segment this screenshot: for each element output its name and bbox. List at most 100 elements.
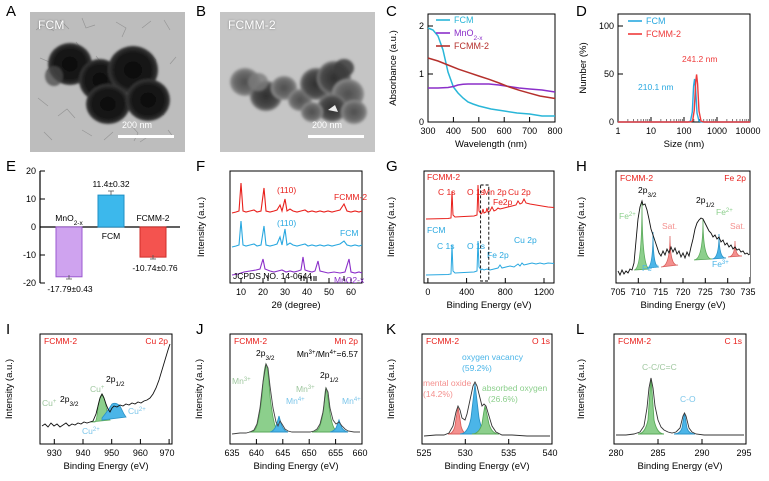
panel-e-ytick-0: 0	[31, 222, 36, 232]
panel-h-xtick-715: 715	[653, 287, 668, 297]
panel-a-sample-label: FCM	[38, 18, 65, 32]
panel-c-series-fcm	[427, 27, 555, 117]
panel-f-label-fcmm2: FCMM-2	[334, 192, 367, 202]
panel-j-component-label-mn3plus-a: Mn3+	[232, 376, 251, 386]
panel-g-ylabel: Intensity (a.u.)	[386, 197, 397, 257]
panel-k-xtick-540: 540	[542, 448, 557, 458]
panel-g-label-fcm: FCM	[427, 225, 445, 235]
panel-g-series-fcmm2	[425, 184, 555, 220]
panel-f-xtick-20: 20	[258, 287, 268, 297]
panel-i-component-label-cu2plus-b: Cu2+	[128, 406, 146, 416]
panel-l-envelope	[616, 377, 744, 436]
panel-j-component-label-mn3plus-b: Mn3+	[296, 384, 315, 394]
panel-j-orbital-2p12: 2p1/2	[320, 370, 339, 384]
panel-f-xtick-40: 40	[302, 287, 312, 297]
panel-h: H 705 710 715 720 725 730 735 Binding En…	[570, 155, 769, 318]
panel-f-chart: 10 20 30 40 50 60 2θ (degree) Intensity …	[196, 170, 367, 311]
panel-j-ratio-label: Mn3+/Mn4+=6.57	[297, 349, 358, 359]
panel-b-tem-image: FCMM-2 200 nm	[220, 12, 375, 152]
panel-h-component-label-sat-b: Sat.	[730, 221, 745, 231]
panel-g-peak-fe2p-red: Fe2p	[493, 197, 513, 207]
panel-i-raw-spectrum	[41, 343, 171, 428]
panel-d-xlabel: Size (nm)	[664, 139, 705, 150]
panel-l-element-label: C 1s	[725, 336, 742, 346]
panel-l-xlabel: Binding Energy (eV)	[637, 461, 722, 472]
panel-b: B	[190, 0, 380, 155]
panel-g-dashed-box	[480, 184, 490, 282]
panel-a-letter: A	[6, 3, 17, 20]
panel-g-peak-c1s-blue: C 1s	[437, 241, 454, 251]
panel-k-percent-absorbed-oxygen: (26.6%)	[488, 394, 518, 404]
panel-f-label-mno2x: MnO2-x	[334, 275, 365, 285]
panel-j: J 635 640 645 650 655 660 Binding Energy…	[190, 318, 380, 481]
panel-i: I 930 940 950 960 970 Binding Energy (eV…	[0, 318, 190, 481]
panel-i-component-label-cu2plus-a: Cu2+	[82, 426, 100, 436]
panel-j-orbital-2p32: 2p3/2	[256, 348, 275, 362]
panel-i-chart: 930 940 950 960 970 Binding Energy (eV) …	[4, 333, 175, 472]
panel-d-ytick-50: 50	[604, 69, 614, 79]
panel-c-legend-fcm: FCM	[454, 15, 474, 25]
panel-g-peak-cu2p-red: Cu 2p	[508, 187, 531, 197]
panel-i-orbital-2p12: 2p1/2	[106, 374, 125, 388]
panel-c-ytick-2: 2	[419, 21, 424, 31]
panel-c-series-fcmm2	[427, 57, 556, 100]
panel-h-component-label-fe3plus-a: Fe3+	[642, 263, 659, 273]
panel-f-series-mno2x	[231, 256, 363, 276]
panel-j-envelope	[231, 362, 360, 435]
panel-l-chart: 280 285 290 295 Binding Energy (eV) Inte…	[576, 333, 752, 472]
panel-d-legend-fcmm2: FCMM-2	[646, 29, 681, 39]
panel-g-peak-o1s-red: O 1s	[467, 187, 485, 197]
panel-d-legend: FCM FCMM-2	[628, 16, 681, 39]
panel-d-legend-fcm: FCM	[646, 16, 666, 26]
panel-c-xtick-500: 500	[471, 126, 486, 136]
panel-c-ylabel: Absorbance (a.u.)	[388, 30, 399, 106]
panel-e-ytick-10: 10	[26, 194, 36, 204]
panel-h-letter: H	[576, 158, 587, 175]
panel-j-xtick-655: 655	[328, 448, 343, 458]
panel-l: L 280 285 290 295 Binding Energy (eV) In…	[570, 318, 769, 481]
panel-k-xtick-530: 530	[458, 448, 473, 458]
panel-f-xtick-60: 60	[346, 287, 356, 297]
panel-i-sample-label: FCMM-2	[44, 336, 77, 346]
panel-l-label-cc: C-C/C=C	[642, 362, 677, 372]
panel-h-xtick-730: 730	[720, 287, 735, 297]
panel-e-value-fcm: 11.4±0.32	[92, 179, 129, 189]
panel-g-peak-mn2p-red: Mn 2p	[483, 187, 507, 197]
panel-d-xtick-100: 100	[676, 126, 691, 136]
panel-i-xtick-930: 930	[47, 448, 62, 458]
panel-c-letter: C	[386, 3, 397, 20]
panel-g-letter: G	[386, 158, 398, 175]
panel-j-letter: J	[196, 321, 204, 338]
panel-f-reference-ticks	[267, 275, 345, 281]
panel-h-orbital-2p32: 2p3/2	[638, 185, 657, 199]
panel-c-series-mno2x	[428, 83, 556, 93]
panel-l-ylabel: Intensity (a.u.)	[576, 359, 587, 419]
panel-f-ylabel: Intensity (a.u.)	[196, 197, 207, 257]
panel-d-ytick-100: 100	[599, 21, 614, 31]
panel-e-bar-fcm	[97, 194, 125, 228]
panel-j-element-label: Mn 2p	[334, 336, 358, 346]
panel-c-ytick-0: 0	[419, 117, 424, 127]
panel-d: D 0 50 100	[570, 0, 769, 155]
panel-e-ytick-m10: -10	[23, 250, 36, 260]
panel-c-xtick-800: 800	[547, 126, 562, 136]
panel-i-xtick-950: 950	[104, 448, 119, 458]
panel-f-xtick-10: 10	[236, 287, 246, 297]
panel-a-tem-image: FCM 200 nm	[30, 12, 185, 152]
panel-j-xtick-660: 660	[352, 448, 367, 458]
panel-l-label-co: C-O	[680, 394, 696, 404]
panel-f-reference-label: JCPDS NO. 14-0644	[233, 271, 312, 281]
panel-h-orbital-2p12: 2p1/2	[696, 195, 715, 209]
panel-g-xtick-400: 400	[459, 287, 474, 297]
panel-k-percent-mental-oxide: (14.2%)	[423, 389, 453, 399]
panel-i-xlabel: Binding Energy (eV)	[63, 461, 148, 472]
panel-c-xtick-700: 700	[522, 126, 537, 136]
panel-k-label-oxygen-vacancy: oxygen vacancy	[462, 352, 524, 362]
panel-i-element-label: Cu 2p	[145, 336, 168, 346]
panel-c-xtick-300: 300	[420, 126, 435, 136]
panel-c-chart: 0 1 2 300 400 500 600 700 800 Wavelength…	[388, 13, 563, 150]
panel-h-sample-label: FCMM-2	[620, 173, 653, 183]
panel-c-xtick-400: 400	[446, 126, 461, 136]
panel-i-ylabel: Intensity (a.u.)	[4, 359, 15, 419]
